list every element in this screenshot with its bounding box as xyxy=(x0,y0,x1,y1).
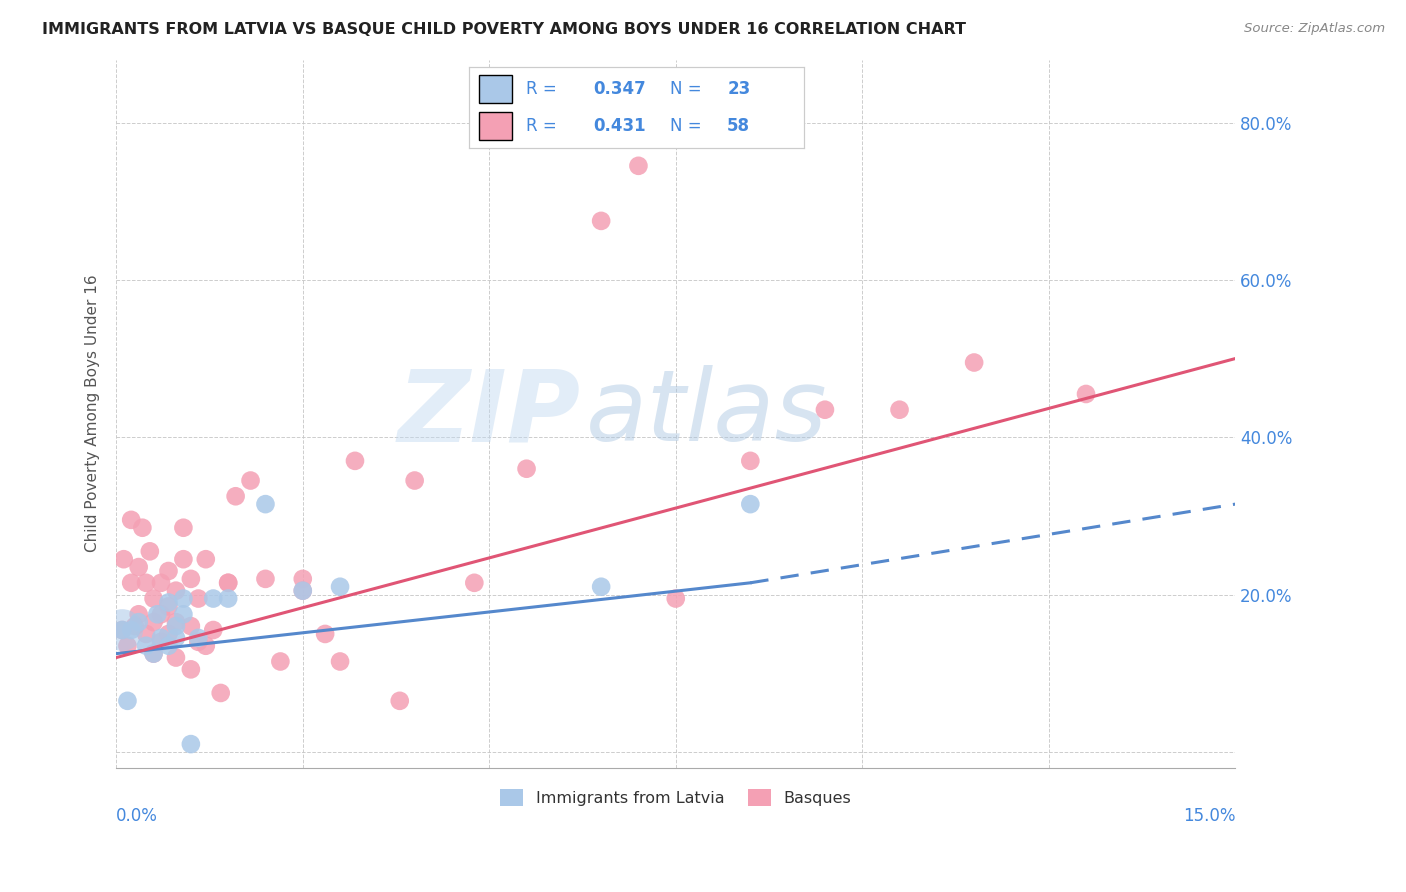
Point xyxy=(314,627,336,641)
Point xyxy=(128,607,150,622)
Text: atlas: atlas xyxy=(586,365,828,462)
Point xyxy=(187,591,209,606)
Point xyxy=(591,214,613,228)
Point xyxy=(150,631,173,645)
Point xyxy=(128,615,150,629)
Point xyxy=(591,580,613,594)
Point xyxy=(388,694,411,708)
Point xyxy=(194,552,217,566)
Text: ZIP: ZIP xyxy=(398,365,581,462)
Point xyxy=(329,580,352,594)
Point xyxy=(180,619,202,633)
Point xyxy=(254,572,277,586)
Point xyxy=(120,623,142,637)
Point xyxy=(269,655,291,669)
Point xyxy=(180,662,202,676)
Point xyxy=(124,619,146,633)
Point xyxy=(187,631,209,645)
Point xyxy=(217,591,239,606)
Point xyxy=(343,454,366,468)
Point xyxy=(814,402,837,417)
Point xyxy=(165,631,187,645)
Point xyxy=(142,615,165,629)
Point xyxy=(157,564,180,578)
Point xyxy=(135,575,157,590)
Point xyxy=(187,635,209,649)
Point xyxy=(665,591,688,606)
Point xyxy=(165,615,187,629)
Point xyxy=(117,639,139,653)
Y-axis label: Child Poverty Among Boys Under 16: Child Poverty Among Boys Under 16 xyxy=(86,275,100,552)
Point xyxy=(627,159,650,173)
Point xyxy=(157,595,180,609)
Point xyxy=(120,513,142,527)
Point xyxy=(111,623,134,637)
Point xyxy=(889,402,911,417)
Point xyxy=(291,572,314,586)
Point xyxy=(139,544,162,558)
Point xyxy=(202,591,225,606)
Point xyxy=(404,474,426,488)
Point xyxy=(291,583,314,598)
Point xyxy=(516,461,538,475)
Point xyxy=(128,560,150,574)
Point xyxy=(142,647,165,661)
Point xyxy=(172,521,194,535)
Point xyxy=(239,474,262,488)
Point xyxy=(142,591,165,606)
Point xyxy=(1074,387,1097,401)
Point xyxy=(150,635,173,649)
Point xyxy=(165,583,187,598)
Point xyxy=(157,639,180,653)
Point xyxy=(131,521,153,535)
Text: 0.0%: 0.0% xyxy=(117,806,157,824)
Point xyxy=(111,623,134,637)
Point xyxy=(217,575,239,590)
Point xyxy=(225,489,247,503)
Point xyxy=(463,575,485,590)
Point xyxy=(172,552,194,566)
Point xyxy=(111,623,134,637)
Point xyxy=(150,607,173,622)
Point xyxy=(329,655,352,669)
Point xyxy=(180,572,202,586)
Point xyxy=(150,575,173,590)
Point xyxy=(146,607,169,622)
Point xyxy=(740,497,762,511)
Point xyxy=(217,575,239,590)
Point xyxy=(194,639,217,653)
Point xyxy=(165,619,187,633)
Point xyxy=(180,737,202,751)
Point xyxy=(740,454,762,468)
Text: IMMIGRANTS FROM LATVIA VS BASQUE CHILD POVERTY AMONG BOYS UNDER 16 CORRELATION C: IMMIGRANTS FROM LATVIA VS BASQUE CHILD P… xyxy=(42,22,966,37)
Point xyxy=(165,650,187,665)
Point xyxy=(120,575,142,590)
Point xyxy=(209,686,232,700)
Point xyxy=(157,599,180,614)
Point xyxy=(157,627,180,641)
Point xyxy=(172,591,194,606)
Point xyxy=(291,583,314,598)
Text: 15.0%: 15.0% xyxy=(1182,806,1236,824)
Point xyxy=(254,497,277,511)
Point xyxy=(963,355,986,369)
Point xyxy=(172,607,194,622)
Point xyxy=(202,623,225,637)
Point xyxy=(135,639,157,653)
Legend: Immigrants from Latvia, Basques: Immigrants from Latvia, Basques xyxy=(494,782,858,813)
Point xyxy=(142,647,165,661)
Point xyxy=(112,552,135,566)
Point xyxy=(135,627,157,641)
Point xyxy=(117,694,139,708)
Text: Source: ZipAtlas.com: Source: ZipAtlas.com xyxy=(1244,22,1385,36)
